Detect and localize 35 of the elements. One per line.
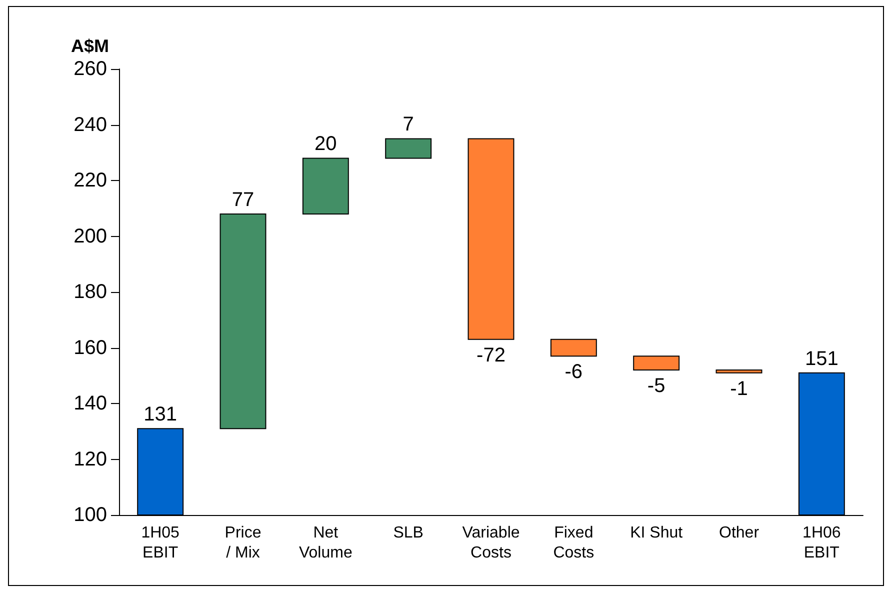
bar bbox=[385, 138, 432, 159]
bar bbox=[716, 370, 762, 374]
y-tick-label: 240 bbox=[74, 114, 107, 136]
x-tick-label: Variable Costs bbox=[462, 524, 520, 562]
data-label: 7 bbox=[402, 114, 414, 136]
data-label: -6 bbox=[564, 361, 583, 384]
data-label: 131 bbox=[144, 404, 178, 426]
y-tick-label: 220 bbox=[74, 170, 107, 192]
y-tick-label: 180 bbox=[74, 281, 107, 303]
x-tick-label: Fixed Costs bbox=[553, 524, 594, 562]
data-label: -72 bbox=[476, 344, 506, 366]
data-label: 20 bbox=[314, 133, 337, 156]
bar bbox=[633, 356, 680, 371]
x-tick-label: KI Shut bbox=[630, 524, 684, 542]
bar bbox=[550, 338, 597, 357]
y-axis-title: A$M bbox=[70, 36, 109, 56]
x-tick-label: Net Volume bbox=[298, 524, 352, 562]
bar bbox=[220, 213, 266, 430]
data-label: 151 bbox=[804, 348, 838, 370]
data-label: -1 bbox=[730, 378, 748, 400]
bar bbox=[468, 138, 514, 340]
bar bbox=[302, 158, 349, 214]
x-tick-label: 1H05 EBIT bbox=[141, 524, 180, 562]
y-tick-label: 100 bbox=[74, 504, 107, 526]
y-tick-label: 120 bbox=[74, 448, 107, 470]
y-tick-label: 260 bbox=[74, 58, 107, 80]
data-label: 77 bbox=[232, 188, 254, 211]
y-tick-label: 140 bbox=[74, 392, 107, 414]
data-label: -5 bbox=[647, 375, 666, 398]
y-tick-label: 160 bbox=[74, 336, 107, 359]
x-tick-label: Price / Mix bbox=[224, 524, 262, 562]
x-tick-label: SLB bbox=[393, 524, 424, 542]
x-tick-label: 1H06 EBIT bbox=[802, 524, 841, 562]
x-tick-label: Other bbox=[718, 524, 760, 542]
y-tick-label: 200 bbox=[74, 225, 107, 248]
